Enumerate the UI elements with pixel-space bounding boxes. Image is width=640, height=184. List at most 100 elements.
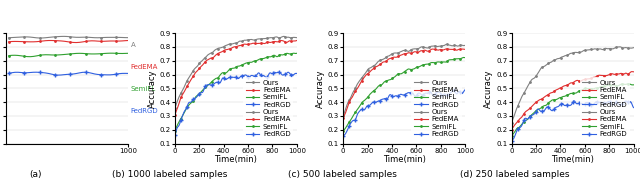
- FedEMA: [293, 39, 301, 42]
- FedRGD: [283, 72, 291, 74]
- Text: (c) 500 labeled samples: (c) 500 labeled samples: [288, 170, 397, 179]
- FedEMA: [630, 71, 637, 73]
- SemiFL: [451, 58, 459, 60]
- Ours: [508, 122, 515, 124]
- SemiFL: [171, 130, 179, 132]
- FedRGD: [531, 113, 538, 115]
- Ours: [515, 102, 523, 105]
- SemiFL: [515, 126, 523, 128]
- FedRGD: [515, 127, 523, 129]
- FedEMA: [452, 49, 460, 51]
- FedEMA: [171, 114, 179, 116]
- SemiFL: [540, 105, 548, 107]
- Line: SemiFL: SemiFL: [173, 52, 298, 132]
- Ours: [347, 97, 355, 99]
- SemiFL: [176, 119, 184, 122]
- Ours: [280, 35, 288, 38]
- SemiFL: [630, 84, 637, 86]
- SemiFL: [513, 128, 520, 130]
- Legend: Ours, FedEMA, SemiFL, FedRGD, Ours, FedEMA, SemiFL, FedRGD: Ours, FedEMA, SemiFL, FedRGD, Ours, FedE…: [411, 77, 461, 140]
- Ours: [616, 46, 624, 48]
- SemiFL: [347, 119, 355, 121]
- Ours: [283, 36, 291, 38]
- FedEMA: [287, 40, 294, 42]
- SemiFL: [460, 56, 467, 59]
- Legend: Ours, FedEMA, SemiFL, FedRGD, Ours, FedEMA, SemiFL, FedRGD: Ours, FedEMA, SemiFL, FedRGD, Ours, FedE…: [243, 77, 293, 140]
- FedRGD: [179, 116, 186, 118]
- FedRGD: [461, 89, 469, 91]
- Ours: [362, 71, 370, 74]
- Ours: [287, 37, 295, 39]
- Y-axis label: Accuracy: Accuracy: [484, 69, 493, 108]
- Line: FedRGD: FedRGD: [509, 99, 636, 143]
- SemiFL: [623, 83, 631, 85]
- FedRGD: [287, 74, 295, 76]
- Line: FedEMA: FedEMA: [510, 70, 635, 131]
- Ours: [531, 77, 538, 79]
- FedRGD: [451, 90, 459, 92]
- SemiFL: [620, 83, 627, 85]
- FedEMA: [540, 96, 548, 98]
- Line: FedEMA: FedEMA: [342, 47, 467, 119]
- Ours: [630, 47, 637, 49]
- FedRGD: [293, 72, 301, 75]
- Line: Ours: Ours: [342, 43, 467, 118]
- FedEMA: [204, 59, 211, 61]
- SemiFL: [372, 88, 380, 90]
- Line: Ours: Ours: [510, 45, 635, 124]
- FedEMA: [344, 104, 352, 107]
- X-axis label: Time(min): Time(min): [383, 155, 426, 164]
- Ours: [540, 65, 548, 68]
- FedEMA: [515, 119, 523, 121]
- X-axis label: Time(min): Time(min): [551, 155, 594, 164]
- FedEMA: [362, 74, 370, 76]
- FedEMA: [513, 122, 520, 124]
- FedEMA: [623, 73, 631, 75]
- Ours: [443, 43, 451, 45]
- FedEMA: [620, 73, 627, 75]
- FedRGD: [570, 100, 578, 102]
- FedRGD: [339, 135, 347, 137]
- SemiFL: [339, 130, 347, 132]
- SemiFL: [344, 123, 352, 125]
- Text: FedRGD: FedRGD: [131, 108, 159, 114]
- Text: (a): (a): [29, 170, 42, 179]
- FedRGD: [630, 107, 637, 109]
- Text: (b) 1000 labeled samples: (b) 1000 labeled samples: [112, 170, 227, 179]
- FedRGD: [194, 95, 202, 97]
- SemiFL: [287, 53, 294, 55]
- FedRGD: [171, 134, 179, 137]
- SemiFL: [508, 135, 515, 137]
- FedRGD: [455, 90, 463, 93]
- FedEMA: [628, 70, 636, 73]
- Line: FedEMA: FedEMA: [173, 39, 298, 116]
- SemiFL: [204, 84, 211, 87]
- FedEMA: [508, 128, 515, 131]
- FedRGD: [362, 107, 370, 109]
- FedRGD: [344, 127, 352, 130]
- X-axis label: Time(min): Time(min): [214, 155, 257, 164]
- Ours: [339, 115, 347, 117]
- FedEMA: [339, 117, 347, 119]
- SemiFL: [289, 52, 297, 54]
- Ours: [171, 107, 179, 110]
- Ours: [179, 90, 186, 92]
- FedRGD: [176, 123, 184, 125]
- Ours: [372, 63, 380, 66]
- FedEMA: [282, 41, 290, 44]
- FedRGD: [204, 84, 211, 86]
- FedRGD: [624, 101, 632, 103]
- FedRGD: [508, 140, 515, 142]
- FedEMA: [443, 48, 451, 50]
- Ours: [456, 44, 463, 46]
- FedEMA: [176, 100, 184, 102]
- FedRGD: [513, 131, 520, 133]
- SemiFL: [625, 83, 632, 85]
- SemiFL: [455, 58, 463, 60]
- Ours: [204, 54, 211, 56]
- Ours: [344, 101, 352, 103]
- FedEMA: [372, 66, 380, 68]
- Ours: [176, 94, 184, 97]
- Text: (d) 250 labeled samples: (d) 250 labeled samples: [460, 170, 570, 179]
- FedRGD: [540, 110, 548, 112]
